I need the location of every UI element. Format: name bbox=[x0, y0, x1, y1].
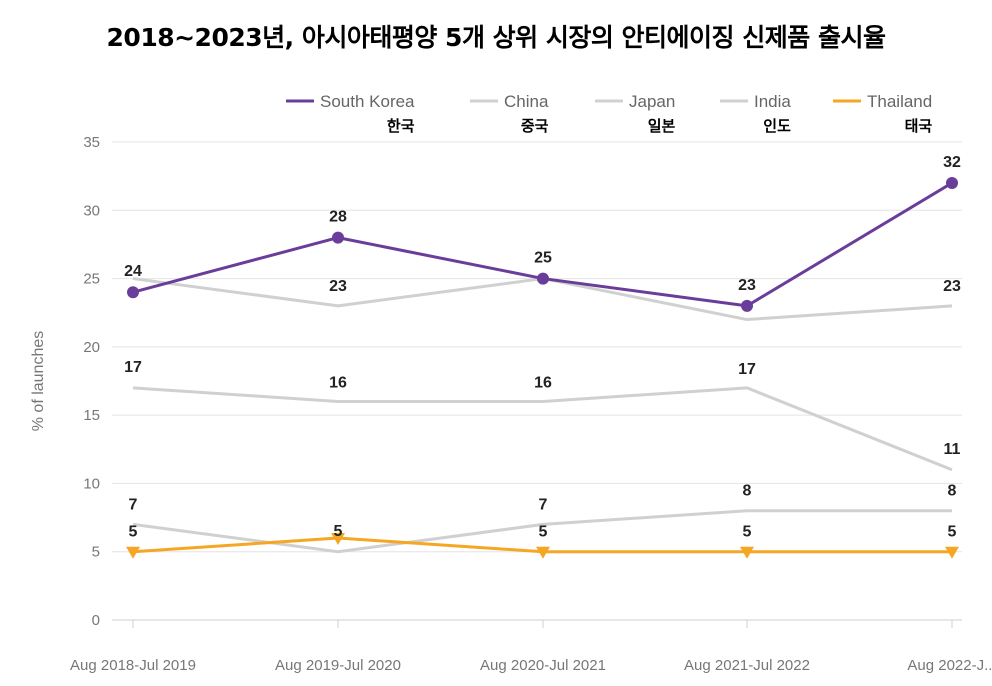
data-point bbox=[945, 546, 959, 559]
data-label: 16 bbox=[329, 374, 347, 391]
data-label: 7 bbox=[539, 496, 548, 513]
data-label: 23 bbox=[738, 277, 756, 294]
data-label: 23 bbox=[329, 278, 347, 295]
legend-label: Thailand bbox=[867, 92, 932, 111]
data-label: 8 bbox=[743, 483, 752, 500]
legend-sublabel: 일본 bbox=[648, 117, 676, 135]
legend-sublabel: 태국 bbox=[905, 117, 933, 135]
series-line-china bbox=[132, 277, 953, 322]
data-labels: 24 28 25 23 32 23 23 17 16 16 17 11 7 7 8 8 5 5 5 5 5 bbox=[124, 154, 961, 541]
data-point bbox=[740, 546, 754, 559]
data-label: 5 bbox=[129, 524, 138, 541]
data-label: 25 bbox=[534, 250, 552, 267]
data-label: 5 bbox=[334, 523, 343, 540]
y-axis-label: % of launches bbox=[30, 331, 47, 432]
data-point bbox=[537, 272, 549, 285]
y-tick-label: 10 bbox=[83, 475, 100, 492]
data-label: 5 bbox=[743, 524, 752, 541]
legend-item-south-korea[interactable]: South Korea 한국 bbox=[286, 92, 415, 135]
legend[interactable]: South Korea 한국 China 중국 Japan 일본 India 인도 Thaila… bbox=[286, 92, 932, 135]
data-label: 24 bbox=[124, 263, 142, 280]
series-line-japan bbox=[132, 386, 953, 472]
legend-sublabel: 인도 bbox=[763, 117, 791, 135]
legend-label: South Korea bbox=[320, 92, 415, 111]
legend-sublabel: 한국 bbox=[387, 117, 415, 135]
data-label: 11 bbox=[944, 441, 961, 458]
legend-item-china[interactable]: China 중국 bbox=[470, 92, 549, 135]
y-tick-label: 30 bbox=[83, 202, 100, 219]
x-axis: Aug 2018-Jul 2019 Aug 2019-Jul 2020 Aug 20… bbox=[70, 620, 992, 674]
data-point bbox=[946, 176, 958, 189]
legend-item-japan[interactable]: Japan 일본 bbox=[595, 92, 676, 135]
y-tick-label: 35 bbox=[83, 134, 100, 151]
data-point bbox=[741, 299, 753, 312]
x-tick-label: Aug 2020-Jul 2021 bbox=[480, 657, 606, 674]
y-tick-label: 15 bbox=[83, 407, 100, 424]
y-tick-label: 0 bbox=[92, 612, 100, 629]
x-tick-label: Aug 2019-Jul 2020 bbox=[275, 657, 401, 674]
data-point bbox=[536, 546, 550, 559]
data-label: 16 bbox=[534, 374, 552, 391]
data-label: 8 bbox=[948, 483, 957, 500]
data-label: 28 bbox=[329, 209, 347, 226]
data-label: 5 bbox=[539, 524, 548, 541]
series-group bbox=[126, 176, 959, 559]
y-tick-label: 5 bbox=[92, 544, 100, 561]
data-point bbox=[127, 286, 139, 299]
legend-item-india[interactable]: India 인도 bbox=[720, 92, 791, 135]
legend-label: Japan bbox=[629, 92, 675, 111]
data-label: 23 bbox=[943, 278, 961, 295]
legend-label: China bbox=[504, 92, 549, 111]
data-label: 7 bbox=[129, 496, 138, 513]
legend-item-thailand[interactable]: Thailand 태국 bbox=[833, 92, 932, 135]
data-point bbox=[332, 231, 344, 244]
legend-label: India bbox=[754, 92, 791, 111]
data-point bbox=[126, 546, 140, 559]
data-point bbox=[331, 533, 345, 546]
x-tick-label: Aug 2018-Jul 2019 bbox=[70, 657, 196, 674]
chart-title: 2018~2023년, 아시아태평양 5개 상위 시장의 안티에이징 신제품 출… bbox=[106, 23, 886, 52]
y-tick-label: 20 bbox=[83, 339, 100, 356]
series-line-south-korea bbox=[132, 181, 953, 308]
legend-sublabel: 중국 bbox=[521, 117, 549, 135]
x-tick-label: Aug 2021-Jul 2022 bbox=[684, 657, 810, 674]
y-axis: 0 5 10 15 20 25 30 35 bbox=[83, 134, 100, 629]
data-label: 32 bbox=[943, 154, 961, 171]
y-tick-label: 25 bbox=[83, 271, 100, 288]
x-tick-label: Aug 2022-J... bbox=[907, 657, 992, 674]
data-label: 17 bbox=[738, 361, 756, 378]
data-label: 5 bbox=[948, 524, 957, 541]
data-label: 17 bbox=[124, 359, 142, 376]
